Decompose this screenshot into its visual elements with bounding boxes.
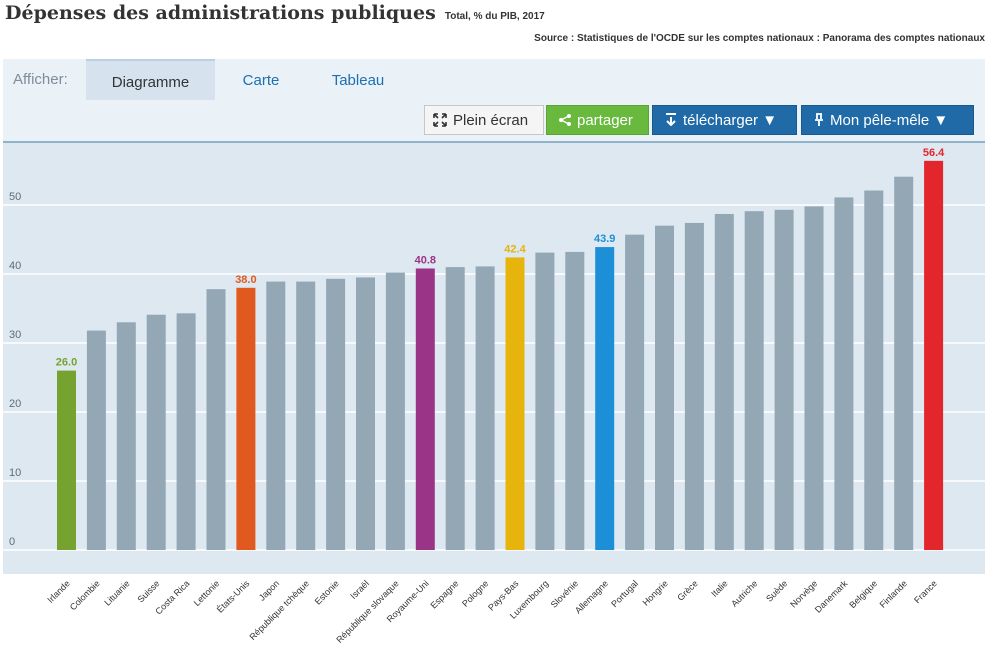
bar <box>595 247 615 550</box>
x-tick-label: Grèce <box>675 578 699 602</box>
bar <box>116 322 136 550</box>
bar <box>535 252 555 551</box>
x-tick-label: États-Unis <box>215 578 252 615</box>
x-tick-label: Autriche <box>729 578 759 608</box>
x-tick-label: Finlande <box>878 578 909 609</box>
bar <box>445 267 465 550</box>
pele-mele-label: Mon pêle-mêle ▼ <box>830 112 949 129</box>
share-button[interactable]: partager <box>546 105 649 135</box>
bar <box>236 287 256 550</box>
tab-diagramme[interactable]: Diagramme <box>86 59 215 100</box>
bar <box>415 268 435 550</box>
bar <box>834 197 854 550</box>
x-tick-label: Israël <box>348 578 371 601</box>
x-tick-label: Pologne <box>460 578 490 608</box>
chart-header: Dépenses des administrations publiques T… <box>5 2 985 32</box>
bar <box>505 257 525 550</box>
bar <box>655 225 674 550</box>
fullscreen-label: Plein écran <box>453 112 529 129</box>
x-tick-label: Italie <box>709 578 730 599</box>
data-label: 56.4 <box>923 147 945 159</box>
share-label: partager <box>577 112 633 129</box>
data-label: 40.8 <box>415 254 436 266</box>
bar <box>266 281 286 550</box>
x-tick-label: Belgique <box>847 578 879 610</box>
bar <box>625 234 645 551</box>
x-tick-label: Lettonie <box>192 578 222 608</box>
y-tick-label: 10 <box>9 467 21 479</box>
bar <box>356 277 375 550</box>
x-tick-label: Colombie <box>68 578 102 612</box>
tab-tableau[interactable]: Tableau <box>331 72 385 89</box>
y-tick-label: 0 <box>9 536 15 548</box>
bar <box>146 314 166 550</box>
chart-title: Dépenses des administrations publiques <box>5 2 436 24</box>
pele-mele-button[interactable]: Mon pêle-mêle ▼ <box>801 105 974 135</box>
download-button[interactable]: télécharger ▼ <box>652 105 797 135</box>
x-tick-label: Hongrie <box>641 578 670 607</box>
fullscreen-button[interactable]: Plein écran <box>424 105 544 135</box>
tab-carte[interactable]: Carte <box>242 72 280 89</box>
bar <box>864 190 884 550</box>
y-tick-label: 20 <box>9 398 21 410</box>
x-tick-label: République tchèque <box>247 578 311 642</box>
afficher-label: Afficher: <box>13 71 68 88</box>
data-label: 38.0 <box>235 274 256 286</box>
x-tick-label: Espagne <box>428 578 460 610</box>
x-tick-label: Irlande <box>45 578 72 605</box>
bar <box>326 278 346 550</box>
bar <box>206 289 226 550</box>
bar <box>714 213 734 550</box>
bar <box>924 160 944 550</box>
bar <box>385 272 405 550</box>
bar <box>86 330 106 550</box>
x-tick-label: Danemark <box>813 578 850 615</box>
x-tick-label: Japon <box>257 578 281 602</box>
controls-panel: Afficher: Diagramme Carte Tableau Plein … <box>3 59 985 143</box>
pin-icon <box>814 106 824 136</box>
bar <box>804 206 824 550</box>
bar <box>894 176 914 550</box>
x-tick-label: Estonie <box>313 578 341 606</box>
bar <box>475 266 495 550</box>
y-tick-label: 50 <box>9 191 21 203</box>
x-tick-label: Portugal <box>609 578 640 609</box>
x-tick-label: France <box>912 578 939 605</box>
bar <box>176 313 196 550</box>
source-note: Source : Statistiques de l'OCDE sur les … <box>534 33 985 44</box>
x-tick-label: Lituanie <box>102 578 131 607</box>
bar <box>684 222 704 550</box>
data-label: 42.4 <box>504 243 526 255</box>
bar <box>774 209 794 550</box>
bar <box>744 211 764 550</box>
download-icon <box>665 106 677 136</box>
y-tick-label: 40 <box>9 260 21 272</box>
chart-subtitle: Total, % du PIB, 2017 <box>444 11 545 22</box>
bar <box>57 370 76 550</box>
expand-icon <box>433 106 447 136</box>
x-tick-label: Suède <box>764 578 789 603</box>
share-icon <box>559 106 571 136</box>
data-label: 43.9 <box>594 233 615 245</box>
y-tick-label: 30 <box>9 329 21 341</box>
x-tick-label: Suisse <box>135 578 161 604</box>
bar <box>296 281 316 550</box>
bar <box>565 251 585 551</box>
download-label: télécharger ▼ <box>683 112 778 129</box>
data-label: 26.0 <box>56 357 77 369</box>
